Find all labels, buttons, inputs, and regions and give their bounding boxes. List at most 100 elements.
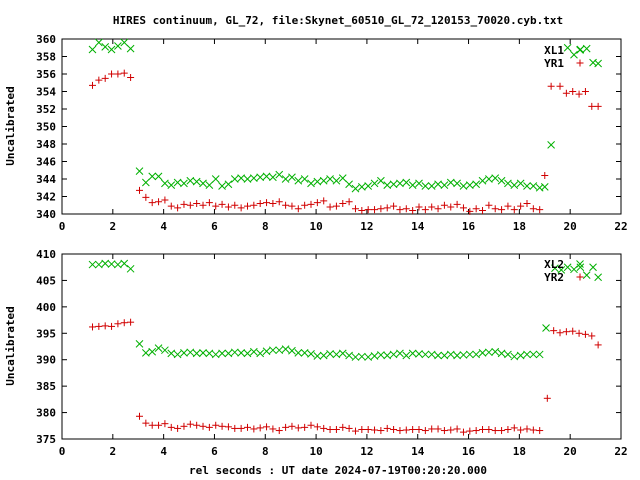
- data-point: [434, 180, 442, 189]
- data-point: [434, 425, 442, 433]
- data-point: [167, 202, 175, 210]
- data-point: [408, 349, 417, 358]
- data-point: [180, 348, 188, 357]
- data-point: [307, 350, 315, 358]
- x-tick-label: 4: [160, 220, 167, 233]
- data-point: [396, 206, 404, 214]
- data-point: [485, 425, 493, 433]
- data-point: [127, 318, 135, 326]
- chart-title: HIRES continuum, GL_72, file:Skynet_6051…: [113, 14, 563, 27]
- data-point: [446, 178, 455, 187]
- y-tick-label: 375: [36, 433, 56, 446]
- legend-marker-yr1: [576, 59, 584, 67]
- data-point: [485, 348, 493, 357]
- data-point: [377, 205, 385, 213]
- data-point: [440, 201, 448, 209]
- data-point: [249, 347, 258, 356]
- data-point: [556, 329, 564, 337]
- data-point: [364, 425, 372, 433]
- data-point: [120, 69, 128, 77]
- data-point: [114, 42, 122, 50]
- data-point: [383, 351, 392, 360]
- data-point: [108, 70, 116, 78]
- data-point: [485, 175, 493, 183]
- data-point: [550, 327, 558, 335]
- data-point: [101, 74, 109, 82]
- plot-frame-top: [61, 38, 622, 215]
- x-tick-label: 22: [614, 445, 627, 458]
- data-point: [427, 182, 436, 190]
- x-tick-label: 2: [110, 445, 117, 458]
- data-point: [294, 348, 303, 357]
- data-point: [478, 176, 487, 185]
- data-point: [459, 351, 468, 359]
- data-point: [326, 175, 334, 183]
- y-tick-label: 344: [36, 173, 56, 186]
- data-point: [192, 349, 201, 358]
- x-tick-label: 10: [309, 220, 322, 233]
- data-point: [504, 202, 512, 210]
- data-point: [427, 350, 436, 359]
- data-point: [562, 89, 570, 97]
- data-point: [529, 182, 538, 190]
- data-point: [415, 203, 423, 211]
- data-point: [300, 175, 309, 183]
- data-point: [535, 350, 544, 359]
- plot-panel-bottom: 0 2 4 6 8 10 12 14 16 18 20 22 375 380 385 390 395 400 405…: [4, 248, 628, 458]
- data-point: [517, 202, 525, 210]
- data-point: [377, 176, 385, 185]
- data-point: [212, 202, 220, 210]
- data-point: [120, 38, 129, 47]
- data-point: [351, 205, 359, 213]
- data-point: [332, 202, 340, 210]
- data-point: [498, 206, 506, 214]
- data-point: [415, 425, 423, 433]
- data-point: [479, 207, 487, 214]
- x-tick-label: 6: [211, 445, 218, 458]
- data-point: [364, 182, 373, 190]
- data-point: [556, 82, 564, 90]
- data-point: [88, 323, 96, 331]
- data-point: [428, 425, 436, 433]
- data-point: [313, 177, 322, 186]
- data-point: [345, 351, 353, 360]
- data-point: [301, 201, 309, 209]
- data-point: [307, 179, 315, 188]
- data-point: [275, 346, 284, 355]
- data-point: [107, 260, 116, 268]
- data-point: [588, 332, 596, 340]
- data-point: [320, 197, 328, 205]
- data-point: [491, 205, 499, 213]
- data-point: [421, 427, 429, 435]
- data-point: [557, 266, 566, 274]
- data-point: [408, 181, 417, 189]
- y-tick-label: 356: [36, 68, 56, 81]
- data-point: [199, 348, 207, 357]
- data-point: [358, 425, 366, 433]
- data-point: [313, 352, 322, 360]
- data-point: [282, 423, 290, 431]
- data-point: [447, 426, 455, 434]
- data-point: [275, 427, 283, 435]
- x-axis-label: rel seconds : UT date 2024-07-19T00:20:2…: [189, 464, 487, 477]
- data-point: [485, 201, 493, 209]
- data-point: [589, 263, 597, 272]
- data-point: [313, 423, 321, 431]
- y-tick-label: 348: [36, 138, 56, 151]
- data-point: [465, 350, 474, 359]
- legend-label-xl2: XL2: [544, 258, 564, 271]
- y-axis-label-top: Uncalibrated: [4, 86, 17, 165]
- data-point: [465, 181, 474, 189]
- y-tick-label: 354: [36, 86, 56, 99]
- data-point: [594, 273, 602, 282]
- data-point: [497, 176, 506, 185]
- data-point: [402, 426, 410, 434]
- x-tick-label: 0: [59, 445, 66, 458]
- data-point: [541, 172, 549, 179]
- data-point: [491, 347, 500, 356]
- data-point: [135, 167, 144, 175]
- data-point: [523, 350, 531, 359]
- legend-marker-xl1: [576, 46, 584, 54]
- data-point: [148, 199, 156, 207]
- data-point: [269, 425, 277, 433]
